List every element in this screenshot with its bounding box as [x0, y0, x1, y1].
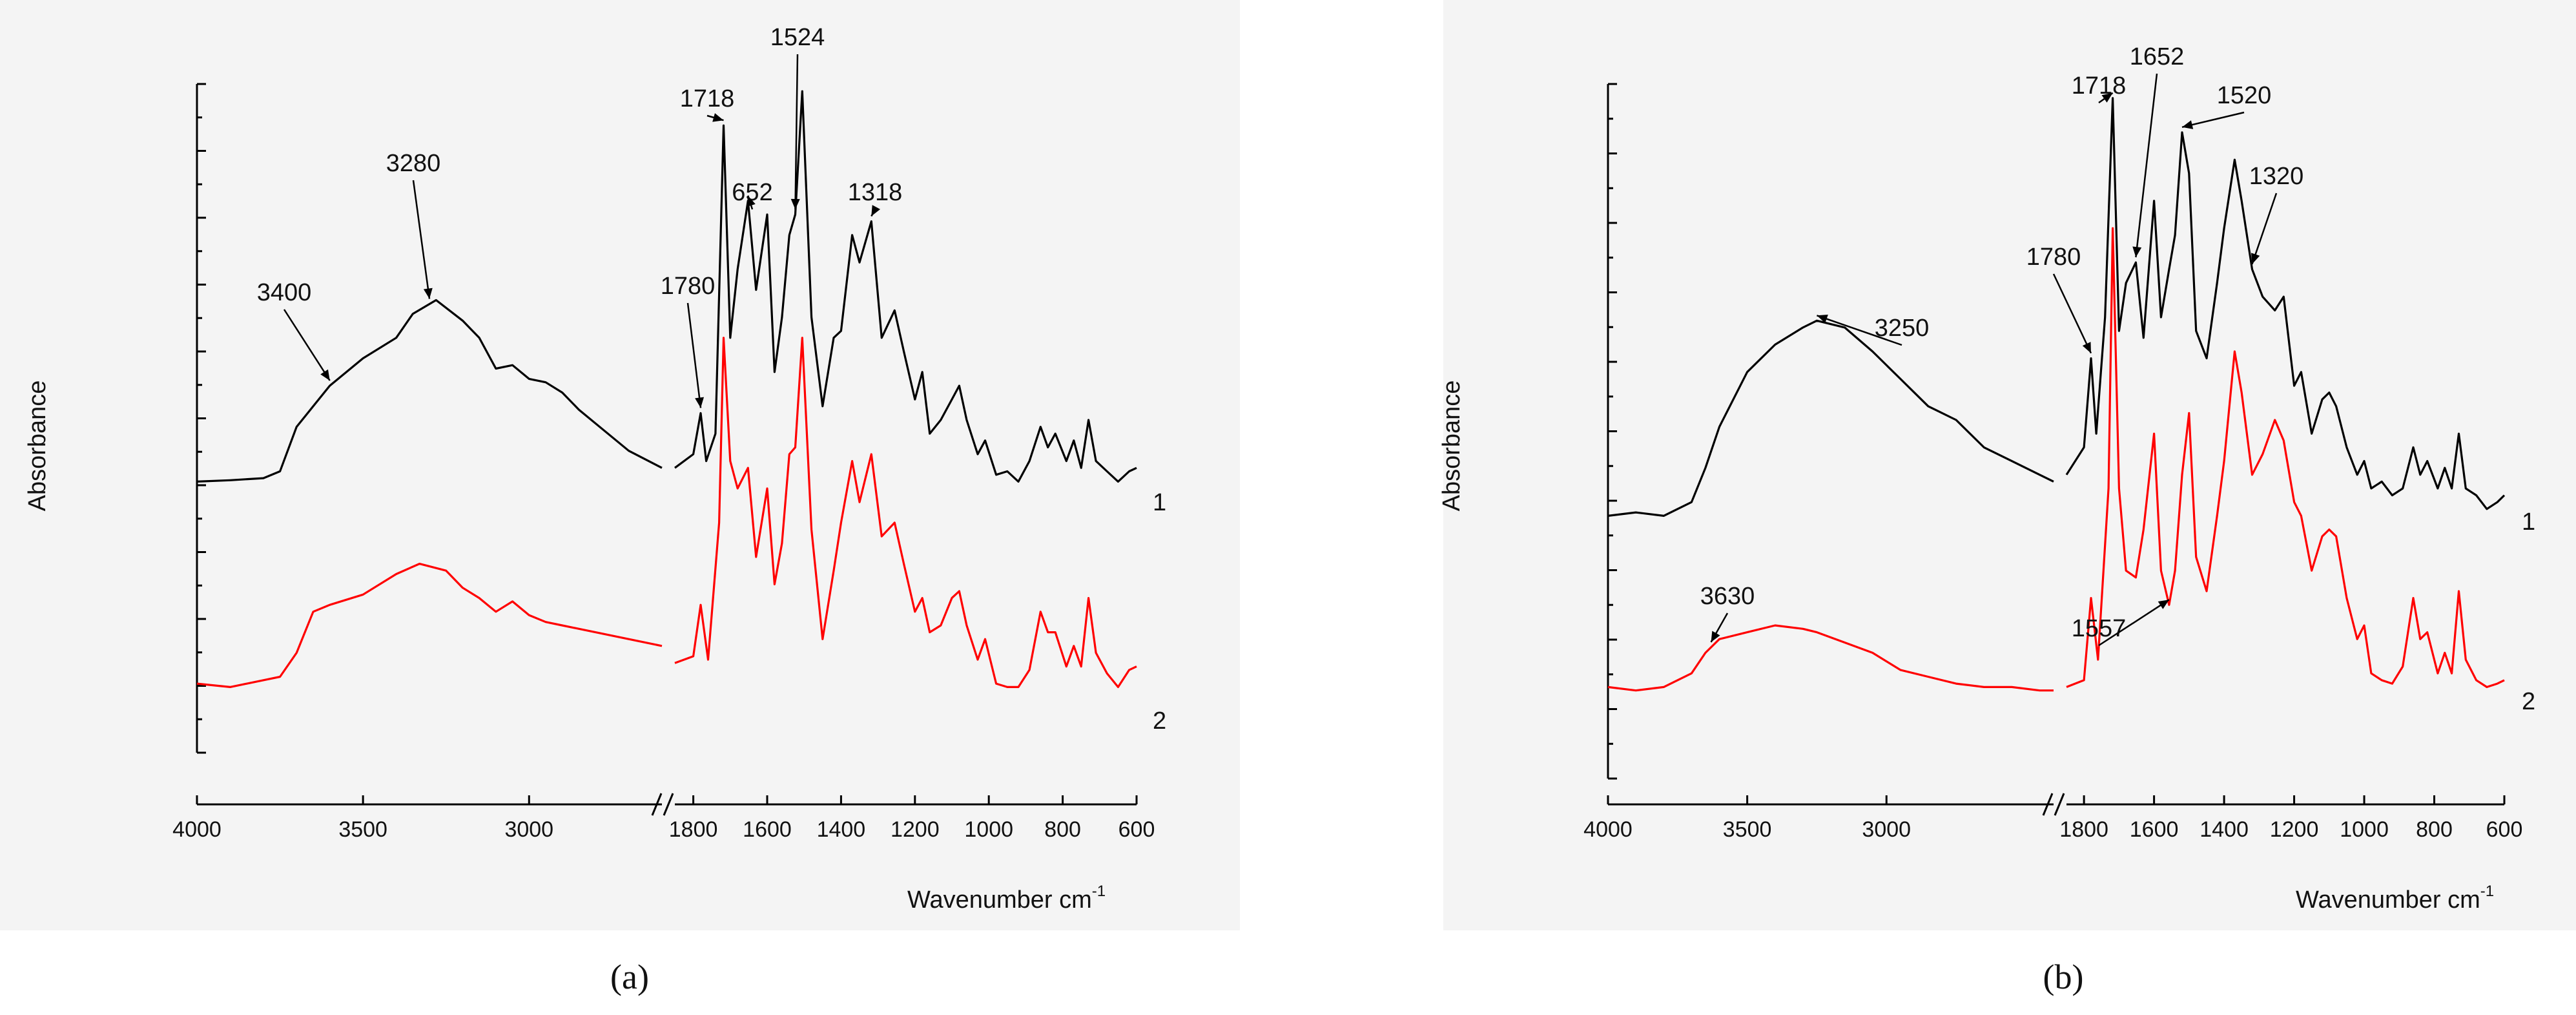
annotation-arrowhead: [747, 195, 756, 207]
peak-label: 1320: [2249, 163, 2304, 190]
axis-break-mark: [2042, 793, 2065, 816]
x-tick-label: 600: [1118, 817, 1155, 842]
series-2-fingerprint-region-line: [2066, 227, 2505, 688]
y-axis-title: Absorbance: [24, 381, 51, 512]
x-tick-label: 4000: [172, 817, 222, 842]
x-tick-label: 1200: [2270, 817, 2319, 842]
x-ticks: 4000 3500 3000 1800 1600 1400 1200 1000 800 600: [1583, 795, 2522, 842]
series-label-2: 2: [1153, 707, 1166, 735]
series-1-fingerprint-region-line: [674, 90, 1137, 483]
x-tick-label: 3000: [504, 817, 553, 842]
series-label-1: 1: [1153, 489, 1166, 516]
x-tick-label: 1400: [2200, 817, 2249, 842]
annotation-arrowhead: [790, 198, 800, 209]
peak-label: 1318: [848, 179, 903, 206]
series-label-1: 1: [2522, 508, 2535, 536]
x-axis-title: Wavenumber cm-1: [2296, 883, 2494, 914]
peak-label: 1718: [680, 85, 735, 112]
peak-label: 3630: [1700, 583, 1755, 610]
x-tick-label: 1800: [2059, 817, 2108, 842]
panel-caption-a: (a): [610, 957, 649, 996]
series-2-fingerprint-region-line: [674, 337, 1137, 688]
annotation-arrowhead: [712, 113, 724, 122]
x-tick-label: 1800: [669, 817, 718, 842]
series-1-oh-region-line: [1607, 319, 2054, 517]
spectra: [196, 90, 1137, 688]
peak-label: 1780: [661, 273, 716, 300]
panel-b-background: [1443, 0, 2576, 930]
annotation-arrowhead: [320, 369, 330, 381]
peak-label: 1652: [2130, 43, 2185, 70]
annotation-arrow: [686, 302, 702, 408]
panel-caption-b: (b): [2043, 957, 2084, 996]
annotation-arrowhead: [2132, 246, 2142, 258]
peak-label: 1780: [2026, 244, 2081, 271]
series-1-fingerprint-region-line: [2065, 97, 2506, 510]
x-tick-label: 1200: [891, 817, 940, 842]
peak-label: 1520: [2217, 82, 2272, 109]
axis-break-mark: [651, 793, 674, 816]
x-tick-label: 800: [2416, 817, 2453, 842]
annotation-arrow: [1817, 315, 1902, 346]
annotation-arrow: [2135, 73, 2158, 258]
panel-b: 4000 3500 3000 1800 1600 1400 1200 1000 800 600 3…: [1438, 43, 2535, 996]
annotation-arrow: [283, 309, 331, 381]
series-2-oh-region-line: [1607, 624, 2054, 692]
panel-a: 4000 3500 3000 1800 1600 1400 1200 1000 800 600 3…: [24, 24, 1166, 996]
x-ticks: 4000 3500 3000 1800 1600 1400 1200 1000 800 600: [172, 795, 1155, 842]
x-tick-label: 1000: [964, 817, 1013, 842]
peak-label: 3400: [257, 279, 312, 306]
x-tick-label: 1000: [2340, 817, 2389, 842]
spectra: [1607, 97, 2506, 692]
y-ticks: [197, 83, 206, 754]
x-tick-label: 800: [1044, 817, 1081, 842]
annotation-arrow: [2251, 193, 2278, 265]
annotation-arrowhead: [1817, 314, 1828, 324]
x-tick-label: 1400: [817, 817, 866, 842]
annotation-arrowhead: [2082, 342, 2091, 353]
peak-label: 1718: [2072, 72, 2127, 99]
series-label-2: 2: [2522, 688, 2535, 715]
annotation-arrow: [2052, 273, 2092, 354]
peak-label: 1557: [2072, 615, 2127, 642]
annotation-arrow: [2098, 599, 2170, 647]
x-tick-label: 4000: [1583, 817, 1633, 842]
x-tick-label: 3500: [1723, 817, 1772, 842]
annotation-arrowhead: [1711, 631, 1720, 642]
peak-label: 3280: [386, 150, 441, 177]
series-1-oh-region-line: [196, 298, 663, 483]
x-tick-label: 600: [2486, 817, 2523, 842]
x-axis-title: Wavenumber cm-1: [907, 883, 1106, 914]
series-2-oh-region-line: [196, 563, 663, 688]
x-tick-label: 3500: [338, 817, 387, 842]
peak-label: 1524: [770, 24, 825, 51]
annotation-arrowhead: [423, 288, 433, 299]
annotation-arrow: [2181, 111, 2245, 129]
x-tick-label: 3000: [1862, 817, 1911, 842]
annotation-arrowhead: [2158, 600, 2169, 609]
annotation-arrowhead: [695, 397, 705, 408]
annotation-arrowhead: [2101, 92, 2113, 103]
peak-label: 3250: [1875, 315, 1930, 342]
annotation-arrow: [412, 180, 431, 299]
annotation-arrow: [794, 54, 799, 210]
x-tick-label: 1600: [2130, 817, 2179, 842]
annotation-arrowhead: [2181, 120, 2194, 129]
panel-a-background: [0, 0, 1240, 930]
y-ticks: [1608, 83, 1617, 780]
annotation-arrowhead: [2251, 253, 2260, 264]
y-axis-title: Absorbance: [1438, 381, 1465, 512]
x-tick-label: 1600: [743, 817, 792, 842]
annotation-arrowhead: [871, 205, 881, 216]
